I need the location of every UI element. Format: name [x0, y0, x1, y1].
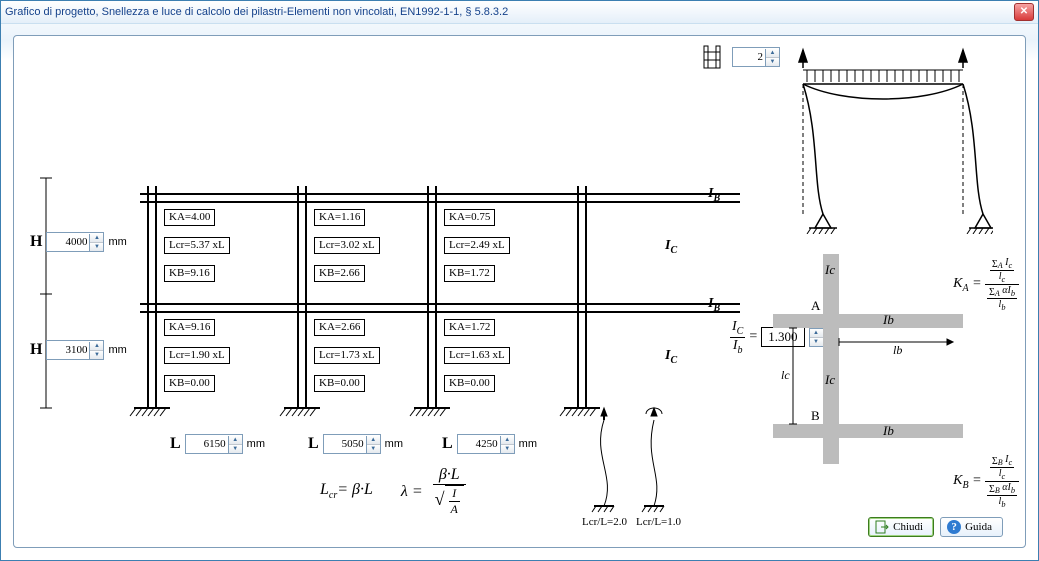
help-button[interactable]: ? Guida — [940, 517, 1003, 537]
KA-formula: KA = ΣA Iclc ΣA αIblb — [953, 257, 1019, 312]
c2b-KA: KA=2.66 — [314, 319, 365, 336]
L2-row: L ▲▼ mm — [308, 434, 403, 454]
c2b-KB: KB=0.00 — [314, 375, 365, 392]
c3b-KA: KA=1.72 — [444, 319, 495, 336]
svg-text:B: B — [811, 408, 820, 423]
frame-diagram: IB IB IC IC H ▲▼ mm H ▲▼ mm — [30, 46, 750, 526]
mini-left-label: Lcr/L=2.0 — [582, 516, 627, 528]
svg-text:lb: lb — [893, 343, 902, 357]
H2-stepper[interactable]: ▲▼ — [46, 340, 104, 360]
svg-text:Ib: Ib — [882, 312, 894, 327]
c3t-KB: KB=1.72 — [444, 265, 495, 282]
c3t-KA: KA=0.75 — [444, 209, 495, 226]
c1t-Lcr: Lcr=5.37 xL — [164, 237, 230, 254]
unit: mm — [108, 236, 126, 248]
mini-columns-svg — [584, 406, 694, 526]
c2t-KA: KA=1.16 — [314, 209, 365, 226]
c3b-KB: KB=0.00 — [444, 375, 495, 392]
IB-top-label: IB — [708, 186, 720, 204]
mini-right-label: Lcr/L=1.0 — [636, 516, 681, 528]
H1-row: H ▲▼ mm — [30, 232, 127, 252]
c3b-Lcr: Lcr=1.63 xL — [444, 347, 510, 364]
svg-text:Ic: Ic — [824, 372, 835, 387]
titlebar: Grafico di progetto, Snellezza e luce di… — [1, 1, 1038, 24]
main-panel: ▲▼ — [13, 35, 1026, 548]
svg-text:Ic: Ic — [824, 262, 835, 277]
H1-input[interactable] — [47, 234, 89, 250]
c3t-Lcr: Lcr=2.49 xL — [444, 237, 510, 254]
c2t-KB: KB=2.66 — [314, 265, 365, 282]
IC-top-label: IC — [665, 238, 677, 256]
H2-label: H — [30, 341, 42, 359]
H1-label: H — [30, 233, 42, 251]
L3-stepper[interactable]: ▲▼ — [457, 434, 515, 454]
IC-bot-label: IC — [665, 348, 677, 366]
L1-row: L ▲▼ mm — [170, 434, 265, 454]
svg-text:lc: lc — [781, 368, 790, 382]
c1b-Lcr: Lcr=1.90 xL — [164, 347, 230, 364]
footer: Chiudi ? Guida — [868, 517, 1003, 537]
formula-lcr-lambda: Lcr= β·L λ = β·L √IA — [320, 466, 466, 517]
sway-frame-svg — [763, 44, 993, 234]
svg-text:A: A — [811, 298, 821, 313]
c1t-KB: KB=9.16 — [164, 265, 215, 282]
c2b-Lcr: Lcr=1.73 xL — [314, 347, 380, 364]
H2-row: H ▲▼ mm — [30, 340, 127, 360]
unit: mm — [108, 344, 126, 356]
exit-icon — [875, 520, 889, 534]
c1t-KA: KA=4.00 — [164, 209, 215, 226]
L1-stepper[interactable]: ▲▼ — [185, 434, 243, 454]
c2t-Lcr: Lcr=3.02 xL — [314, 237, 380, 254]
app-window: Grafico di progetto, Snellezza e luce di… — [0, 0, 1039, 561]
L1-label: L — [170, 435, 181, 453]
KB-formula: KB = ΣB Iclc ΣB αIblb — [953, 454, 1019, 509]
H2-input[interactable] — [47, 342, 89, 358]
help-icon: ? — [947, 520, 961, 534]
svg-text:Ib: Ib — [882, 423, 894, 438]
window-title: Grafico di progetto, Snellezza e luce di… — [5, 6, 1014, 18]
close-button[interactable]: Chiudi — [868, 517, 934, 537]
H1-stepper[interactable]: ▲▼ — [46, 232, 104, 252]
c1b-KA: KA=9.16 — [164, 319, 215, 336]
IB-mid-label: IB — [708, 296, 720, 314]
close-icon[interactable]: ✕ — [1014, 3, 1034, 21]
c1b-KB: KB=0.00 — [164, 375, 215, 392]
L2-stepper[interactable]: ▲▼ — [323, 434, 381, 454]
L3-row: L ▲▼ mm — [442, 434, 537, 454]
frame-svg — [30, 46, 750, 446]
right-figures: Ic Ic Ib Ib lc lb A B KA = ΣA Iclc ΣA αI… — [763, 44, 1013, 524]
